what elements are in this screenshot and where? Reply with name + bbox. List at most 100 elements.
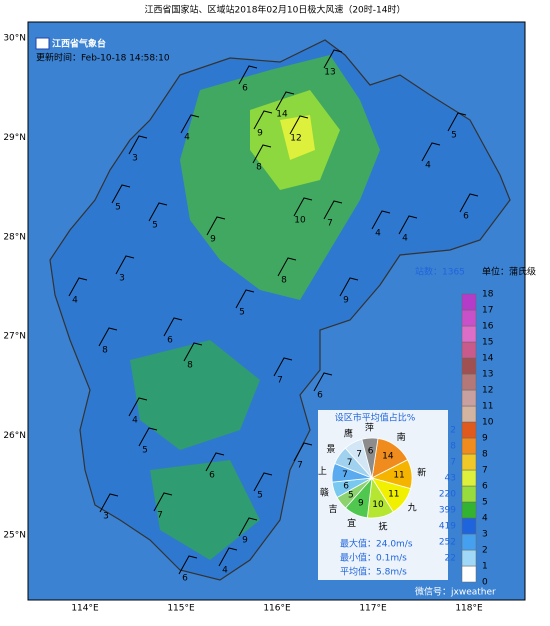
station-value: 5 — [239, 308, 245, 318]
station-value: 7 — [297, 461, 303, 471]
lon-label: 118°E — [455, 604, 483, 614]
colorbar-count: 2 — [450, 426, 456, 436]
wind-barb — [277, 257, 297, 277]
pie-value: 7 — [342, 470, 348, 480]
pie-value: 6 — [343, 482, 349, 492]
wind-barb — [238, 517, 258, 537]
wind-barb — [235, 289, 255, 309]
wind-barb — [111, 184, 131, 204]
pie-value: 7 — [347, 458, 353, 468]
wind-area — [130, 340, 260, 450]
colorbar-label: 15 — [482, 338, 493, 348]
station-value: 8 — [256, 163, 262, 173]
pie-label: 宜 — [347, 517, 356, 529]
colorbar-label: 16 — [482, 322, 494, 332]
pie-value: 6 — [368, 446, 374, 456]
station-value: 12 — [290, 134, 301, 144]
colorbar-count: 419 — [439, 522, 456, 532]
colorbar-label: 8 — [482, 450, 488, 460]
station-value: 4 — [72, 296, 78, 306]
station-value: 3 — [103, 512, 109, 522]
station-value: 14 — [276, 110, 288, 120]
lat-label: 26°N — [3, 431, 26, 441]
colorbar-cell — [461, 469, 477, 487]
lat-label: 27°N — [3, 332, 26, 342]
wind-barb — [153, 492, 173, 512]
wind-barb — [421, 142, 441, 162]
colorbar-cell — [461, 309, 477, 327]
pie-label: 上 — [318, 466, 327, 477]
lon-label: 117°E — [359, 604, 387, 614]
wind-barb — [275, 91, 295, 111]
colorbar-count: 399 — [439, 506, 456, 516]
stat: 平均值：5.8m/s — [340, 566, 407, 578]
logo-icon — [35, 37, 50, 50]
station-value: 5 — [142, 446, 148, 456]
wind-barb — [323, 200, 343, 220]
colorbar-count: 7 — [450, 458, 456, 468]
pie-label: 赣 — [320, 487, 329, 499]
wind-barb — [339, 277, 359, 297]
pie-value: 10 — [372, 500, 384, 510]
pie-value: 9 — [358, 498, 364, 508]
pie-label: 抚 — [378, 520, 387, 532]
wind-barb — [293, 197, 313, 217]
watermark: 微信号：jxweather — [415, 586, 496, 598]
title: 江西省国家站、区域站2018年02月10日极大风速（20时-14时） — [145, 4, 406, 16]
colorbar-label: 17 — [482, 306, 493, 316]
lon-label: 116°E — [263, 604, 291, 614]
colorbar-cell — [461, 357, 477, 375]
update-time: 更新时间：Feb-10-18 14:58:10 — [36, 52, 170, 64]
station-value: 9 — [343, 296, 349, 306]
colorbar-cell — [461, 485, 477, 503]
lat-label: 25°N — [3, 531, 26, 541]
colorbar-label: 14 — [482, 354, 494, 364]
pie-label: 新 — [417, 466, 426, 478]
station-value: 4 — [184, 133, 190, 143]
pie-value: 11 — [393, 471, 404, 481]
wind-barb — [252, 144, 272, 164]
wind-barb — [313, 372, 333, 392]
station-value: 4 — [132, 416, 138, 426]
wind-barb — [206, 216, 226, 236]
station-value: 5 — [257, 491, 263, 501]
station-value: 5 — [115, 203, 121, 213]
wind-barb — [180, 114, 200, 134]
colorbar-label: 7 — [482, 466, 488, 476]
station-value: 6 — [317, 391, 323, 401]
colorbar-cell — [461, 517, 477, 535]
pie-label: 吉 — [329, 504, 338, 515]
colorbar-label: 13 — [482, 370, 493, 380]
colorbar-cell — [461, 421, 477, 439]
colorbar-cell — [461, 325, 477, 343]
wind-barb — [98, 327, 118, 347]
colorbar-label: 9 — [482, 434, 488, 444]
station-value: 7 — [277, 376, 283, 386]
colorbar-cell — [461, 549, 477, 567]
wind-barb — [293, 442, 313, 462]
station-value: 9 — [242, 536, 248, 546]
station-value: 9 — [257, 129, 263, 139]
lat-label: 30°N — [3, 34, 26, 44]
wind-barb — [273, 357, 293, 377]
wind-area — [150, 460, 260, 560]
station-value: 5 — [152, 221, 158, 231]
wind-barb — [323, 49, 343, 69]
colorbar-cell — [461, 373, 477, 391]
lon-label: 114°E — [71, 604, 99, 614]
pie-label: 南 — [397, 431, 406, 443]
pie-label: 鹰 — [344, 427, 353, 439]
wind-barb — [398, 215, 418, 235]
wind-barb — [238, 65, 258, 85]
station-value: 9 — [210, 235, 216, 245]
station-value: 10 — [294, 216, 306, 226]
colorbar-label: 5 — [482, 498, 488, 508]
watermark: 江西气象微博 — [460, 604, 514, 616]
pie-value: 7 — [356, 450, 362, 460]
pie-value: 14 — [382, 451, 394, 461]
station-value: 4 — [425, 161, 431, 171]
colorbar-label: 10 — [482, 418, 494, 428]
lat-label: 29°N — [3, 133, 26, 143]
wind-barb — [205, 452, 225, 472]
